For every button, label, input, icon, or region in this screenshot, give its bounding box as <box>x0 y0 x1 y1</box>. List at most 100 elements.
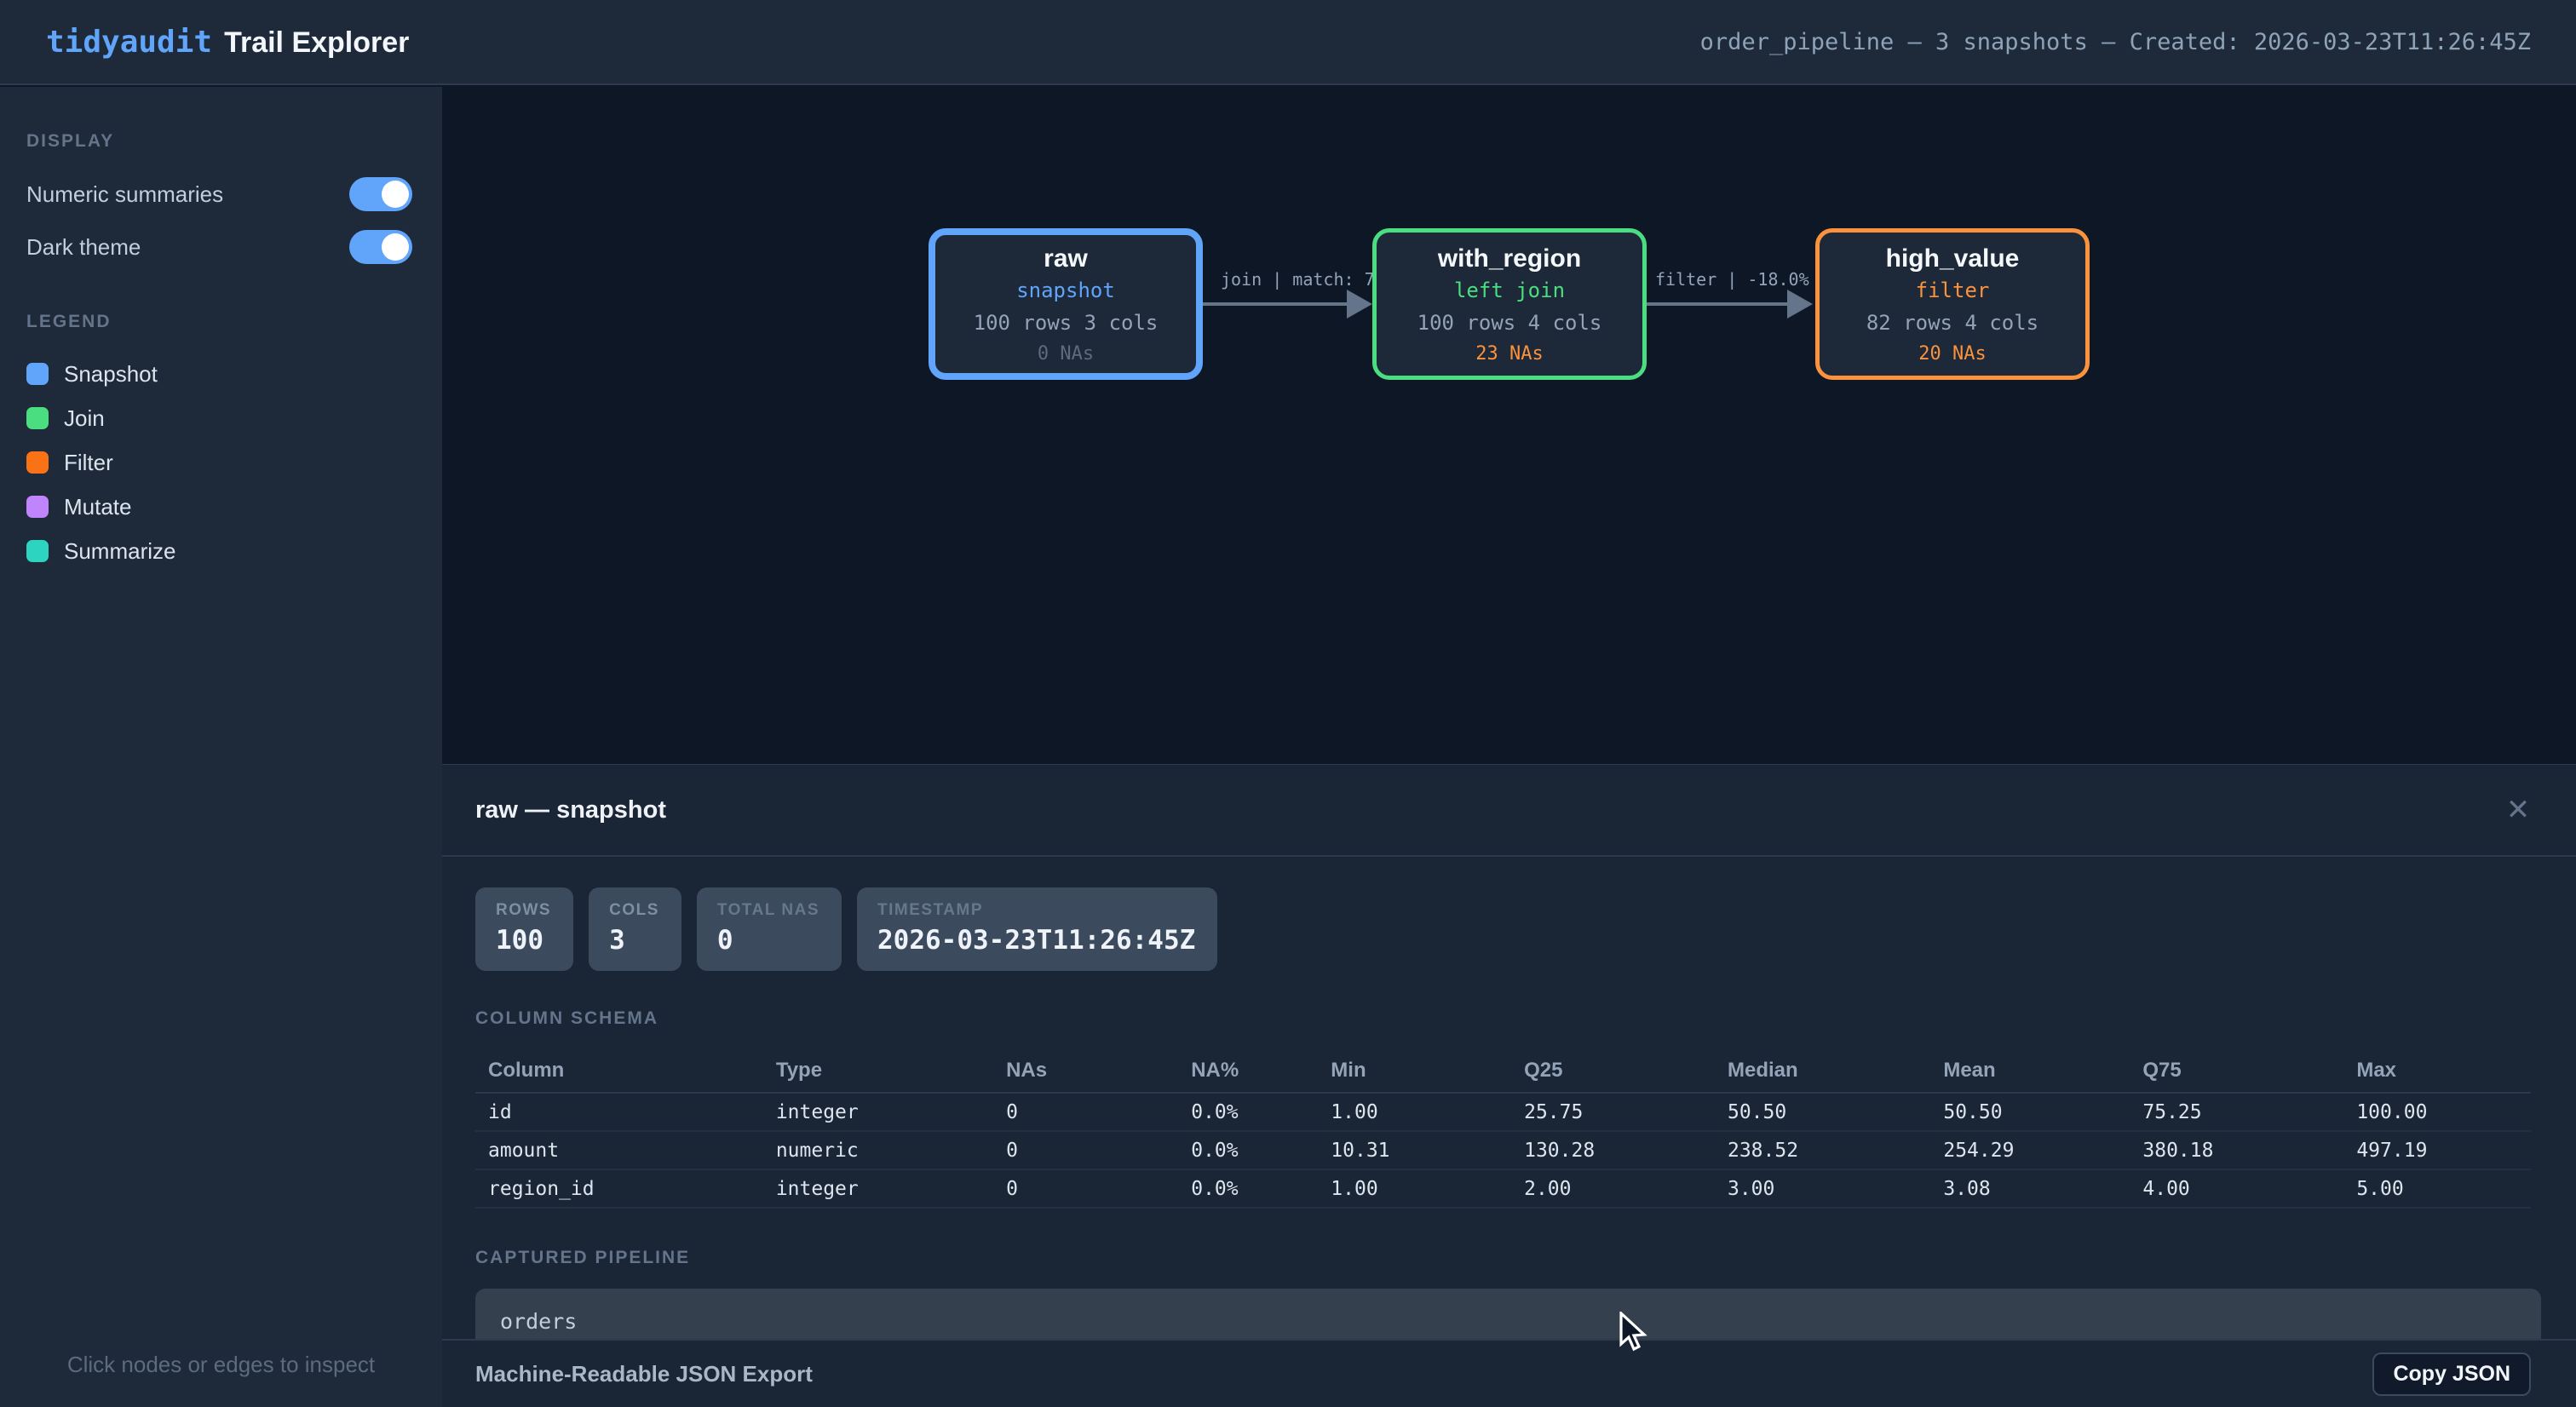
toggle-knob <box>382 233 409 261</box>
pipeline-canvas: join | match: 7 filter | -18.0% raw snap… <box>442 87 2576 764</box>
export-label: Machine-Readable JSON Export <box>475 1360 813 1387</box>
col-header: Max <box>2356 1059 2397 1082</box>
stat-label: TOTAL NAS <box>716 901 820 919</box>
cell: numeric <box>775 1139 859 1162</box>
summarize-swatch-icon <box>26 540 49 562</box>
node-dimensions: 100 rows 4 cols <box>1417 311 1602 335</box>
cell: amount <box>488 1139 560 1162</box>
legend-item-join: Join <box>26 402 412 434</box>
captured-pipeline-label: CAPTURED PIPELINE <box>475 1248 691 1267</box>
session-info: order_pipeline — 3 snapshots — Created: … <box>1699 28 2531 55</box>
stat-label: TIMESTAMP <box>877 901 983 919</box>
cell: region_id <box>488 1177 595 1200</box>
node-raw[interactable]: raw snapshot 100 rows 3 cols 0 NAs <box>929 228 1203 380</box>
node-na-count: 23 NAs <box>1475 343 1544 365</box>
snapshot-swatch-icon <box>26 363 49 385</box>
node-operation: snapshot <box>1016 279 1115 302</box>
node-with-region[interactable]: with_region left join 100 rows 4 cols 23… <box>1372 228 1647 380</box>
node-operation: left join <box>1453 279 1566 302</box>
node-na-count: 0 NAs <box>1037 343 1095 365</box>
legend-item-summarize: Summarize <box>26 535 412 567</box>
stat-value: 2026-03-23T11:26:45Z <box>877 925 1196 956</box>
node-title: raw <box>1044 244 1088 273</box>
app-logo: tidyaudit Trail Explorer <box>46 25 409 60</box>
table-row-id: id integer 0 0.0% 1.00 25.75 50.50 50.50… <box>475 1094 2531 1132</box>
cell: 10.31 <box>1331 1139 1390 1162</box>
panel-title: raw — snapshot <box>475 795 666 824</box>
col-header: NA% <box>1191 1059 1239 1082</box>
app-title: Trail Explorer <box>224 26 410 59</box>
cell: 3.08 <box>1943 1177 1991 1200</box>
cell: 1.00 <box>1331 1100 1378 1123</box>
cell: 25.75 <box>1524 1100 1584 1123</box>
app-header: tidyaudit Trail Explorer order_pipeline … <box>0 0 2576 85</box>
mouse-cursor <box>1619 1312 1647 1352</box>
edge-arrowhead-icon <box>1347 290 1372 319</box>
display-section-label: DISPLAY <box>26 131 115 151</box>
cell: 0 <box>1006 1100 1018 1123</box>
col-header: Min <box>1331 1059 1366 1082</box>
stat-label: ROWS <box>496 901 552 919</box>
legend-section-label: LEGEND <box>26 312 112 331</box>
node-title: high_value <box>1885 244 2020 273</box>
cell: 4.00 <box>2142 1177 2190 1200</box>
legend-item-filter: Filter <box>26 446 412 479</box>
schema-table: Column Type NAs NA% Min Q25 Median Mean … <box>475 1049 2531 1209</box>
cell: 380.18 <box>2142 1139 2214 1162</box>
sidebar: DISPLAY Numeric summaries Dark theme LEG… <box>0 87 442 1407</box>
node-high-value[interactable]: high_value filter 82 rows 4 cols 20 NAs <box>1815 228 2090 380</box>
col-header: Q25 <box>1524 1059 1563 1082</box>
edge-with-region-to-high-value[interactable] <box>1647 302 1790 306</box>
copy-json-button[interactable]: Copy JSON <box>2372 1352 2531 1396</box>
stats-row: ROWS 100 COLS 3 TOTAL NAS 0 TIMESTAMP 20… <box>475 887 2531 971</box>
schema-table-header: Column Type NAs NA% Min Q25 Median Mean … <box>475 1049 2531 1094</box>
cell: 130.28 <box>1524 1139 1596 1162</box>
cell: 100.00 <box>2356 1100 2428 1123</box>
numeric-summaries-toggle[interactable] <box>349 177 412 211</box>
detail-panel: raw — snapshot ✕ ROWS 100 COLS 3 TOTAL N… <box>442 764 2576 1407</box>
stat-card-cols: COLS 3 <box>589 887 681 971</box>
col-header: Q75 <box>2142 1059 2182 1082</box>
cell: integer <box>775 1177 859 1200</box>
edge-arrowhead-icon <box>1787 290 1813 319</box>
numeric-summaries-row: Numeric summaries <box>26 177 412 211</box>
edge-label-join[interactable]: join | match: 7 <box>1221 269 1375 290</box>
node-na-count: 20 NAs <box>1918 343 1987 365</box>
cell: 0.0% <box>1191 1139 1239 1162</box>
cell: 75.25 <box>2142 1100 2202 1123</box>
cell: 50.50 <box>1727 1100 1787 1123</box>
legend-label: Snapshot <box>64 360 158 387</box>
stat-card-rows: ROWS 100 <box>475 887 574 971</box>
col-header: Median <box>1727 1059 1798 1082</box>
legend-label: Join <box>64 405 105 431</box>
export-bar: Machine-Readable JSON Export Copy JSON <box>442 1339 2576 1407</box>
close-icon[interactable]: ✕ <box>2499 791 2537 829</box>
cell: integer <box>775 1100 859 1123</box>
table-row-amount: amount numeric 0 0.0% 10.31 130.28 238.5… <box>475 1132 2531 1170</box>
stat-card-total-nas: TOTAL NAS 0 <box>696 887 842 971</box>
legend-label: Summarize <box>64 537 176 564</box>
cell: 0.0% <box>1191 1100 1239 1123</box>
edge-label-filter[interactable]: filter | -18.0% <box>1655 269 1809 290</box>
stat-value: 100 <box>496 925 543 956</box>
brand-logo: tidyaudit <box>46 24 213 60</box>
cell: 254.29 <box>1943 1139 2015 1162</box>
sidebar-hint: Click nodes or edges to inspect <box>66 1352 376 1377</box>
col-header: Mean <box>1943 1059 1996 1082</box>
cell: 1.00 <box>1331 1177 1378 1200</box>
numeric-summaries-label: Numeric summaries <box>26 181 224 207</box>
toggle-knob <box>382 181 409 208</box>
cell: 0 <box>1006 1177 1018 1200</box>
cell: 238.52 <box>1727 1139 1799 1162</box>
col-header: Column <box>488 1059 565 1082</box>
legend-label: Mutate <box>64 493 132 520</box>
cell: 0.0% <box>1191 1177 1239 1200</box>
cell: 3.00 <box>1727 1177 1775 1200</box>
node-dimensions: 100 rows 3 cols <box>973 311 1159 335</box>
edge-raw-to-with-region[interactable] <box>1203 302 1349 306</box>
legend-item-snapshot: Snapshot <box>26 358 412 390</box>
stat-value: 0 <box>716 925 733 956</box>
dark-theme-toggle[interactable] <box>349 230 412 264</box>
cell: 5.00 <box>2356 1177 2404 1200</box>
detail-panel-header: raw — snapshot ✕ <box>442 765 2576 857</box>
